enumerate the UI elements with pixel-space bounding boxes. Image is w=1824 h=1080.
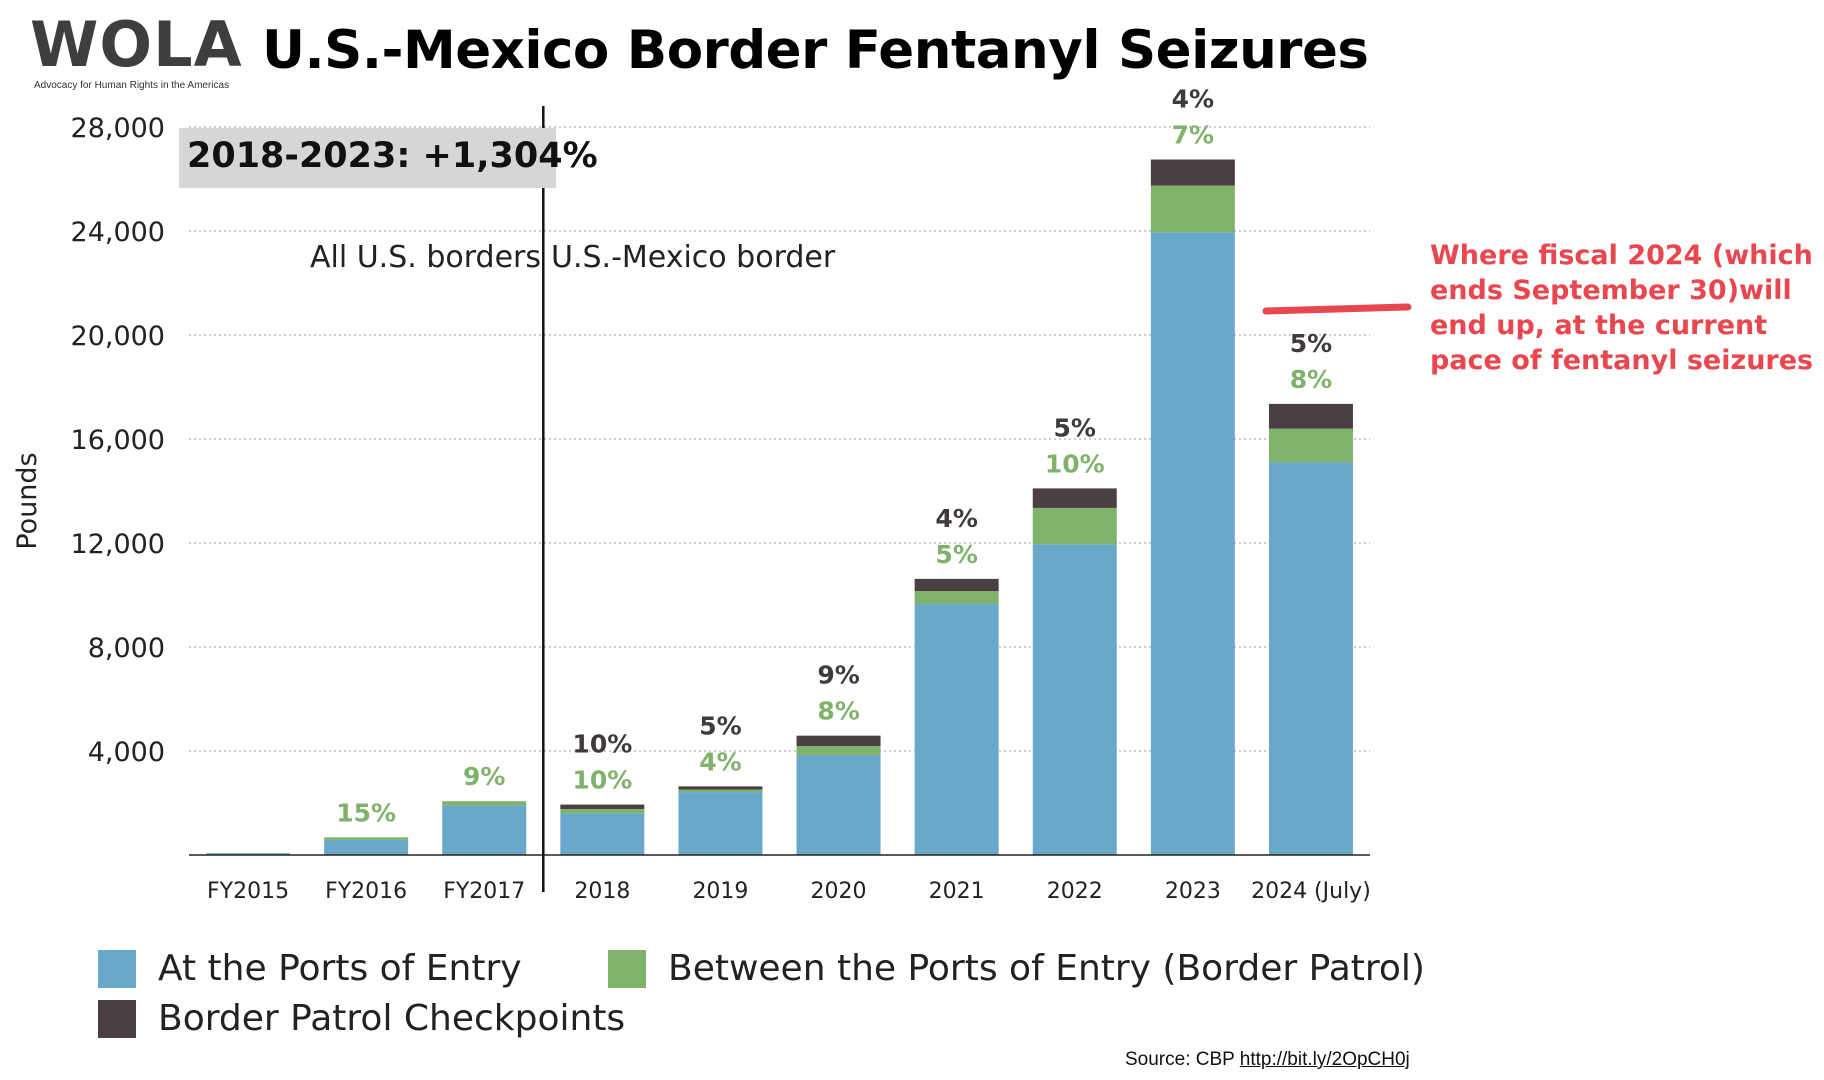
source-link[interactable]: http://bit.ly/2OpCH0j — [1239, 1049, 1410, 1070]
bar-segment — [560, 813, 645, 855]
x-tick-label: 2021 — [929, 879, 985, 904]
bar-segment — [796, 735, 881, 747]
bar-segment — [1032, 507, 1117, 545]
x-tick-label: FY2016 — [325, 879, 407, 904]
source-credit: Source: CBP http://bit.ly/2OpCH0j — [1125, 1049, 1410, 1071]
bar-segment — [560, 804, 645, 809]
legend-item-checkpoints: Border Patrol Checkpoints — [98, 998, 625, 1039]
checkpoint-pct-label: 10% — [572, 730, 632, 759]
bar-segment — [914, 604, 999, 855]
logo-wordmark: WOLA — [30, 8, 243, 81]
legend-swatch-checkpoints — [98, 999, 136, 1038]
bar-segment — [678, 789, 763, 793]
bar-segment — [1032, 544, 1117, 855]
between-pct-label: 9% — [463, 762, 505, 791]
bar-segment — [678, 792, 763, 855]
legend-item-between: Between the Ports of Entry (Border Patro… — [608, 948, 1425, 989]
between-pct-label: 10% — [1045, 449, 1105, 478]
bar-segment — [914, 578, 999, 592]
y-tick-label: 16,000 — [71, 425, 165, 456]
x-tick-label: 2022 — [1047, 879, 1103, 904]
checkpoint-pct-label: 5% — [1054, 413, 1096, 442]
legend-label-between: Between the Ports of Entry (Border Patro… — [668, 948, 1425, 989]
bar-segment — [914, 591, 999, 605]
x-tick-label: FY2017 — [443, 879, 525, 904]
x-tick-label: 2023 — [1165, 879, 1221, 904]
chart-legend: At the Ports of Entry Between the Ports … — [98, 948, 1425, 1058]
region-label-all-borders: All U.S. borders — [310, 240, 542, 275]
x-tick-label: 2018 — [574, 879, 630, 904]
bar-segment — [206, 853, 291, 855]
legend-swatch-ports — [98, 949, 136, 988]
bar-segment — [1268, 403, 1353, 429]
projection-note: Where fiscal 2024 (which ends September … — [1430, 240, 1814, 376]
y-tick-label: 28,000 — [71, 113, 165, 144]
y-tick-label: 24,000 — [71, 217, 165, 248]
y-axis-label: Pounds — [12, 452, 43, 549]
legend-item-ports: At the Ports of Entry — [98, 948, 522, 989]
legend-label-ports: At the Ports of Entry — [158, 948, 522, 989]
source-prefix: Source: CBP — [1125, 1049, 1240, 1070]
region-label-mexico-border: U.S.-Mexico border — [551, 240, 836, 275]
bar-segment — [796, 746, 881, 756]
bar-segment — [1268, 428, 1353, 463]
projection-marker — [1262, 303, 1412, 315]
growth-callout-text: 2018-2023: +1,304% — [187, 136, 598, 176]
bar-segment — [1150, 159, 1235, 186]
bar-segment — [442, 805, 527, 855]
checkpoint-pct-label: 9% — [817, 661, 859, 690]
logo-tagline: Advocacy for Human Rights in the America… — [34, 80, 230, 91]
x-tick-label: 2024 (July) — [1251, 879, 1371, 904]
bar-segment — [1150, 185, 1235, 233]
checkpoint-pct-label: 5% — [1290, 329, 1332, 358]
between-pct-label: 4% — [699, 747, 741, 776]
between-pct-label: 8% — [817, 697, 859, 726]
bar-segment — [678, 786, 763, 790]
legend-label-checkpoints: Border Patrol Checkpoints — [158, 998, 626, 1039]
bar-segment — [796, 755, 881, 855]
y-tick-label: 8,000 — [88, 633, 165, 664]
bar-segment — [324, 837, 409, 840]
bar-segment — [1150, 232, 1235, 856]
x-tick-label: 2020 — [811, 879, 867, 904]
bar-segment — [560, 808, 645, 814]
between-pct-label: 10% — [572, 766, 632, 795]
bar-segment — [324, 839, 409, 855]
y-tick-label: 12,000 — [71, 529, 165, 560]
between-pct-label: 5% — [935, 540, 977, 569]
x-tick-label: FY2015 — [207, 879, 289, 904]
bar-segment — [1032, 488, 1117, 508]
chart-title: U.S.-Mexico Border Fentanyl Seizures — [262, 20, 1369, 81]
between-pct-label: 8% — [1290, 365, 1332, 394]
checkpoint-pct-label: 4% — [935, 504, 977, 533]
y-tick-label: 20,000 — [71, 321, 165, 352]
x-tick-label: 2019 — [692, 879, 748, 904]
checkpoint-pct-label: 5% — [699, 711, 741, 740]
legend-swatch-between — [608, 949, 646, 988]
wola-logo: WOLA Advocacy for Human Rights in the Am… — [30, 10, 260, 96]
growth-callout: 2018-2023: +1,304% — [179, 128, 598, 188]
bar-segment — [1268, 462, 1353, 855]
between-pct-label: 7% — [1172, 121, 1214, 150]
checkpoint-pct-label: 4% — [1172, 85, 1214, 114]
bar-segment — [442, 801, 527, 806]
y-tick-label: 4,000 — [88, 737, 165, 768]
between-pct-label: 15% — [336, 798, 396, 827]
